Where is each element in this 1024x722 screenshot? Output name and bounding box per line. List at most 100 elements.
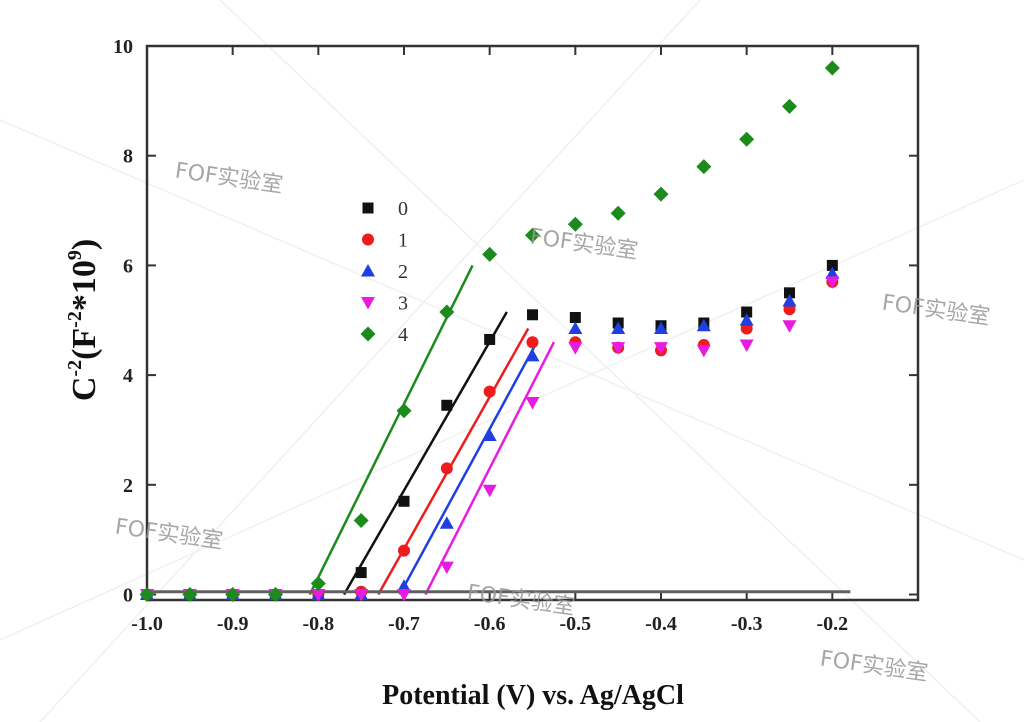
legend-label: 2 bbox=[398, 261, 408, 283]
data-point-series-3 bbox=[354, 589, 369, 602]
legend-label: 1 bbox=[398, 230, 408, 252]
y-tick-label: 0 bbox=[123, 585, 133, 607]
fit-line-3 bbox=[424, 341, 556, 596]
data-point-series-3 bbox=[782, 320, 797, 333]
background-line bbox=[0, 119, 1024, 561]
y-tick-label: 8 bbox=[123, 146, 133, 168]
legend-marker-1 bbox=[362, 233, 374, 246]
data-point-series-3 bbox=[311, 589, 326, 602]
data-point-series-2 bbox=[568, 321, 583, 334]
data-point-series-4 bbox=[353, 512, 369, 528]
data-point-series-4 bbox=[782, 98, 797, 114]
data-point-series-3 bbox=[611, 342, 626, 355]
x-tick-label: -1.0 bbox=[131, 613, 163, 635]
y-axis-title-base: C bbox=[66, 377, 103, 402]
x-tick-label: -0.4 bbox=[645, 613, 677, 635]
data-point-series-2 bbox=[525, 348, 540, 362]
data-point-series-0 bbox=[527, 309, 538, 321]
y-tick-label: 6 bbox=[123, 255, 133, 277]
y-axis-title-mid2: *10 bbox=[66, 260, 103, 311]
y-axis-title-sup3: 9 bbox=[64, 250, 86, 260]
data-point-series-1 bbox=[483, 385, 496, 398]
data-point-series-3 bbox=[439, 561, 454, 575]
data-point-series-3 bbox=[568, 342, 583, 355]
data-point-series-4 bbox=[739, 131, 755, 147]
data-point-series-0 bbox=[826, 259, 838, 271]
data-point-series-3 bbox=[739, 339, 754, 352]
y-axis-title: C-2(F-2*109) bbox=[64, 239, 103, 401]
data-point-series-2 bbox=[482, 428, 497, 441]
x-tick-label: -0.5 bbox=[559, 613, 591, 635]
y-tick-label: 2 bbox=[123, 475, 133, 497]
data-point-series-3 bbox=[654, 342, 668, 355]
x-tick-label: -0.7 bbox=[388, 613, 420, 635]
x-tick-label: -0.8 bbox=[302, 613, 334, 635]
data-point-series-3 bbox=[696, 344, 711, 358]
data-point-series-1 bbox=[440, 462, 453, 475]
plot-frame bbox=[145, 44, 920, 602]
x-tick-label: -0.9 bbox=[217, 613, 249, 635]
data-point-series-2 bbox=[397, 579, 411, 592]
data-point-series-4 bbox=[182, 587, 198, 603]
data-point-series-4 bbox=[824, 60, 840, 76]
data-point-series-4 bbox=[225, 587, 241, 603]
fit-lines bbox=[308, 264, 556, 596]
data-point-series-3 bbox=[825, 276, 840, 289]
data-point-series-2 bbox=[439, 516, 454, 529]
data-point-series-2 bbox=[696, 318, 711, 332]
background-line bbox=[39, 0, 701, 722]
data-point-series-4 bbox=[139, 587, 155, 603]
x-axis-title: Potential (V) vs. Ag/AgCl bbox=[382, 680, 684, 711]
legend-marker-2 bbox=[361, 264, 375, 277]
axis-ticks: -1.0 -0.9 -0.8 -0.7 -0.6 -0.5 -0.4 -0.3 -0.2 0 2 4 6… bbox=[113, 36, 919, 635]
data-points bbox=[139, 60, 840, 603]
data-point-series-3 bbox=[525, 397, 540, 410]
data-point-series-2 bbox=[782, 294, 797, 307]
data-point-series-0 bbox=[355, 567, 367, 579]
data-point-series-0 bbox=[741, 306, 753, 318]
data-point-series-3 bbox=[482, 484, 497, 498]
x-tick-label: -0.2 bbox=[816, 613, 848, 635]
legend: 0 1 2 3 4 bbox=[360, 198, 408, 346]
data-point-series-0 bbox=[569, 312, 581, 324]
y-tick-label: 4 bbox=[123, 365, 133, 387]
data-point-series-0 bbox=[441, 399, 453, 411]
data-point-series-1 bbox=[526, 336, 539, 349]
legend-label: 3 bbox=[398, 293, 408, 315]
data-point-series-4 bbox=[653, 186, 669, 202]
data-point-series-2 bbox=[825, 266, 840, 280]
legend-marker-3 bbox=[361, 297, 375, 310]
data-point-series-2 bbox=[654, 321, 668, 334]
x-tick-label: -0.3 bbox=[731, 613, 763, 635]
y-axis-title-sup2: -2 bbox=[64, 311, 86, 328]
fit-line-2 bbox=[398, 341, 538, 596]
data-point-series-4 bbox=[525, 227, 540, 243]
y-axis-title-sup1: -2 bbox=[64, 360, 86, 377]
data-point-series-4 bbox=[696, 159, 712, 175]
data-point-series-3 bbox=[397, 589, 411, 602]
legend-label: 4 bbox=[398, 324, 408, 346]
data-point-series-4 bbox=[567, 216, 583, 232]
data-point-series-1 bbox=[398, 544, 410, 557]
fit-line-4 bbox=[308, 264, 474, 596]
legend-marker-4 bbox=[360, 326, 376, 342]
legend-marker-0 bbox=[362, 202, 374, 214]
data-point-series-4 bbox=[482, 246, 498, 262]
data-point-series-4 bbox=[396, 403, 412, 419]
background-line bbox=[219, 0, 981, 722]
data-point-series-4 bbox=[439, 304, 455, 320]
legend-label: 0 bbox=[398, 198, 408, 220]
background-line bbox=[0, 179, 1024, 641]
data-point-series-0 bbox=[484, 333, 496, 345]
data-point-series-4 bbox=[268, 587, 283, 603]
x-tick-label: -0.6 bbox=[474, 613, 506, 635]
data-point-series-4 bbox=[310, 576, 326, 592]
data-point-series-0 bbox=[398, 495, 410, 507]
y-axis-title-mid: (F bbox=[66, 328, 103, 360]
fit-line-0 bbox=[342, 311, 508, 596]
y-axis-title-end: ) bbox=[66, 239, 103, 250]
y-tick-label: 10 bbox=[113, 36, 133, 58]
data-point-series-4 bbox=[610, 205, 626, 221]
data-point-series-0 bbox=[784, 287, 795, 299]
